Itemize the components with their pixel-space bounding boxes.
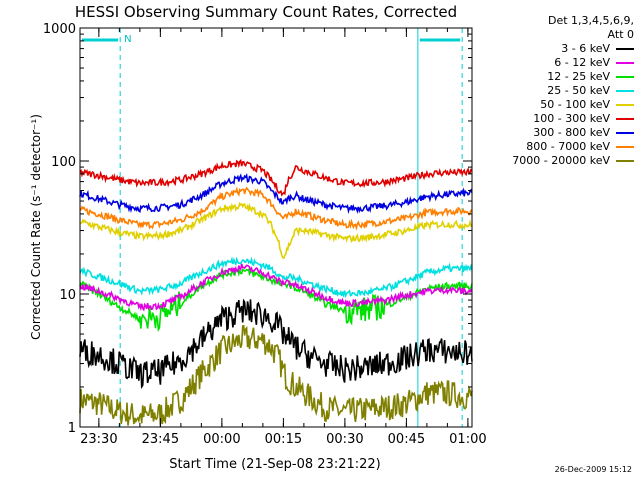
series-line-100-300-kev — [79, 158, 473, 197]
legend-entry: 100 - 300 keV — [478, 112, 634, 126]
legend-swatch — [616, 104, 634, 106]
legend-swatch — [616, 132, 634, 134]
legend-label: 3 - 6 keV — [561, 42, 610, 55]
legend-entry: 6 - 12 keV — [478, 56, 634, 70]
legend-label: 6 - 12 keV — [554, 56, 610, 69]
x-axis-label: Start Time (21-Sep-08 23:21:22) — [169, 457, 380, 472]
legend-label: 50 - 100 keV — [540, 98, 610, 111]
series-line-300-800-kev — [79, 172, 473, 215]
legend-label: 12 - 25 keV — [547, 70, 610, 83]
legend-swatch — [616, 160, 634, 162]
legend-label: 100 - 300 keV — [533, 112, 610, 125]
legend-entry: 800 - 7000 keV — [478, 140, 634, 154]
series-line-3-6-kev — [79, 298, 473, 390]
legend-entry: 3 - 6 keV — [478, 42, 634, 56]
legend-swatch — [616, 90, 634, 92]
x-tick-label: 00:15 — [265, 432, 302, 447]
chart-title: HESSI Observing Summary Count Rates, Cor… — [75, 3, 457, 21]
legend-label: 800 - 7000 keV — [526, 140, 610, 153]
series-line-6-12-kev — [79, 263, 473, 312]
legend-swatch — [616, 76, 634, 78]
legend: Det 1,3,4,5,6,9, Att 0 3 - 6 keV 6 - 12 k… — [478, 14, 634, 168]
legend-header-line-1: Det 1,3,4,5,6,9, — [547, 14, 634, 27]
legend-label: 7000 - 20000 keV — [512, 154, 610, 167]
series-line-800-7000-kev — [79, 186, 473, 231]
x-tick-label: 01:00 — [449, 432, 486, 447]
legend-entry: 50 - 100 keV — [478, 98, 634, 112]
y-axis: 1 10 100 1000 — [43, 22, 472, 436]
x-axis: 23:30 23:45 00:00 00:15 00:30 00:45 01:00 — [80, 28, 487, 447]
y-tick-label: 1000 — [43, 22, 76, 37]
legend-label: 300 - 800 keV — [533, 126, 610, 139]
x-tick-label: 00:00 — [203, 432, 240, 447]
timestamp: 26-Dec-2009 15:12 — [554, 465, 632, 474]
series-line-7000-20000-kev — [79, 324, 473, 426]
saa-marker-label: N — [124, 34, 131, 45]
legend-entry: 7000 - 20000 keV — [478, 154, 634, 168]
plot-frame — [79, 27, 473, 428]
series-line-50-100-kev — [79, 201, 473, 260]
y-tick-label: 100 — [51, 155, 76, 170]
y-tick-label: 1 — [68, 421, 76, 436]
legend-label: 25 - 50 keV — [547, 84, 610, 97]
legend-entry: 300 - 800 keV — [478, 126, 634, 140]
x-tick-label: 00:30 — [326, 432, 363, 447]
legend-swatch — [616, 48, 634, 50]
legend-entry: 12 - 25 keV — [478, 70, 634, 84]
plot-area: N — [79, 27, 473, 428]
legend-header-line-2: Att 0 — [607, 28, 634, 41]
series-line-25-50-kev — [79, 256, 473, 299]
y-axis-label: Corrected Count Rate (s⁻¹ detector⁻¹) — [29, 114, 43, 340]
legend-entry: 25 - 50 keV — [478, 84, 634, 98]
legend-swatch — [616, 146, 634, 148]
x-tick-label: 00:45 — [388, 432, 425, 447]
y-tick-label: 10 — [59, 288, 76, 303]
legend-swatch — [616, 118, 634, 120]
legend-swatch — [616, 62, 634, 64]
x-tick-label: 23:30 — [80, 432, 117, 447]
legend-entries: 3 - 6 keV 6 - 12 keV 12 - 25 keV 25 - 50 ke… — [478, 42, 634, 168]
x-tick-label: 23:45 — [142, 432, 179, 447]
